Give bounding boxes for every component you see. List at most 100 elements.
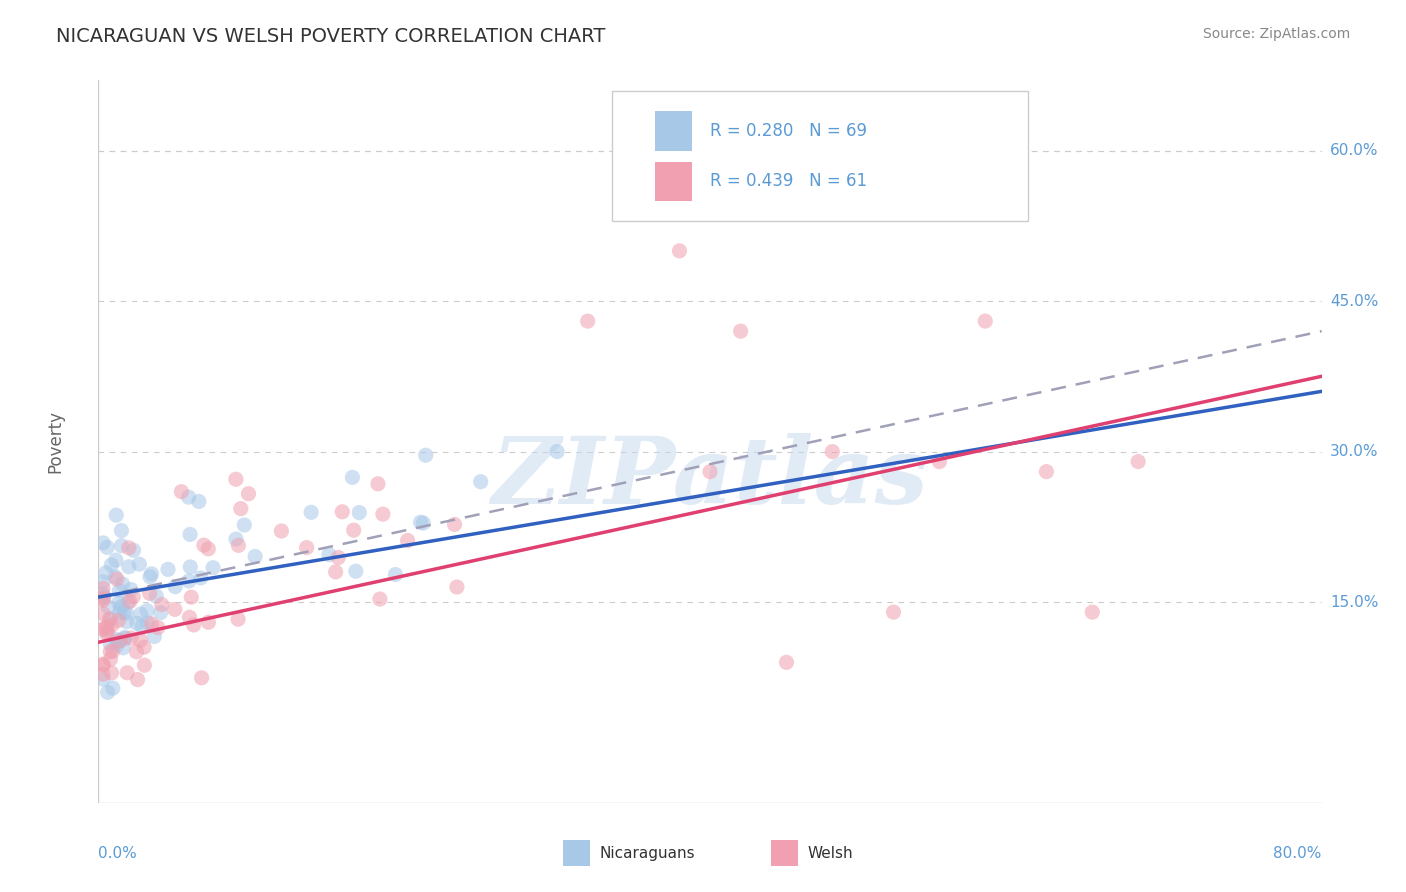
Point [91,582,114,596]
Text: Poverty: Poverty [46,410,65,473]
Point [108,606,131,620]
Point [112,606,135,620]
Point [318,548,340,562]
FancyBboxPatch shape [612,91,1028,221]
Text: NICARAGUAN VS WELSH POVERTY CORRELATION CHART: NICARAGUAN VS WELSH POVERTY CORRELATION … [56,27,606,45]
Point [120,631,142,645]
Point [101,644,124,658]
Point [94,620,117,634]
Point [183,618,205,632]
Point [415,448,437,462]
Point [100,612,122,626]
Point [111,599,134,613]
Point [775,655,797,669]
Point [91,658,114,673]
Point [409,515,432,529]
Point [96,625,118,640]
Point [349,506,371,520]
Point [104,570,127,584]
Text: ZIPatlas: ZIPatlas [492,433,928,523]
Point [101,618,124,632]
Point [98,645,121,659]
Point [190,671,212,685]
Point [127,673,149,687]
Point [883,605,905,619]
Point [149,606,172,620]
Point [96,541,118,555]
Point [150,598,173,612]
Point [97,685,120,699]
Point [156,562,179,576]
Text: 80.0%: 80.0% [1274,847,1322,861]
Point [179,527,201,541]
Point [108,583,131,598]
Point [699,465,721,479]
FancyBboxPatch shape [772,840,799,866]
Point [91,657,114,672]
Point [108,596,131,610]
Point [179,610,201,624]
Point [229,501,252,516]
Point [368,592,391,607]
Point [107,633,129,648]
Point [668,244,690,258]
Point [576,314,599,328]
Point [1035,465,1057,479]
Point [136,615,159,630]
Point [177,574,200,588]
Point [91,536,114,550]
Point [125,616,148,631]
Point [93,590,115,604]
Point [443,517,465,532]
Point [115,607,138,621]
Point [1081,605,1104,619]
Point [180,591,202,605]
Point [100,665,122,680]
Point [141,616,163,631]
Point [114,632,136,646]
Point [396,533,419,548]
Point [96,621,118,635]
Text: 60.0%: 60.0% [1330,143,1378,158]
Point [91,587,114,601]
Point [197,541,219,556]
Point [330,505,353,519]
Point [270,524,292,538]
Point [1128,455,1150,469]
Point [928,455,950,469]
FancyBboxPatch shape [564,840,591,866]
Point [117,595,139,609]
Point [179,560,201,574]
Text: Source: ZipAtlas.com: Source: ZipAtlas.com [1202,27,1350,41]
Point [371,507,394,521]
Point [122,543,145,558]
Point [111,577,134,591]
Point [177,490,200,504]
Point [107,614,129,628]
Point [129,633,152,648]
Point [91,622,114,636]
Point [105,632,128,647]
Point [193,538,215,552]
Point [98,612,121,626]
Point [97,600,120,615]
Point [91,574,114,589]
Point [446,580,468,594]
Point [108,633,131,648]
Point [101,681,124,695]
Point [325,565,347,579]
Point [104,553,127,567]
FancyBboxPatch shape [655,111,692,151]
Point [91,672,114,686]
Point [384,567,406,582]
Point [328,550,350,565]
Point [125,645,148,659]
Point [225,532,247,546]
Point [132,640,155,655]
Point [238,487,260,501]
Point [112,640,135,655]
Text: 0.0%: 0.0% [98,847,138,861]
Point [91,593,114,607]
Point [295,541,318,555]
Point [115,615,138,629]
